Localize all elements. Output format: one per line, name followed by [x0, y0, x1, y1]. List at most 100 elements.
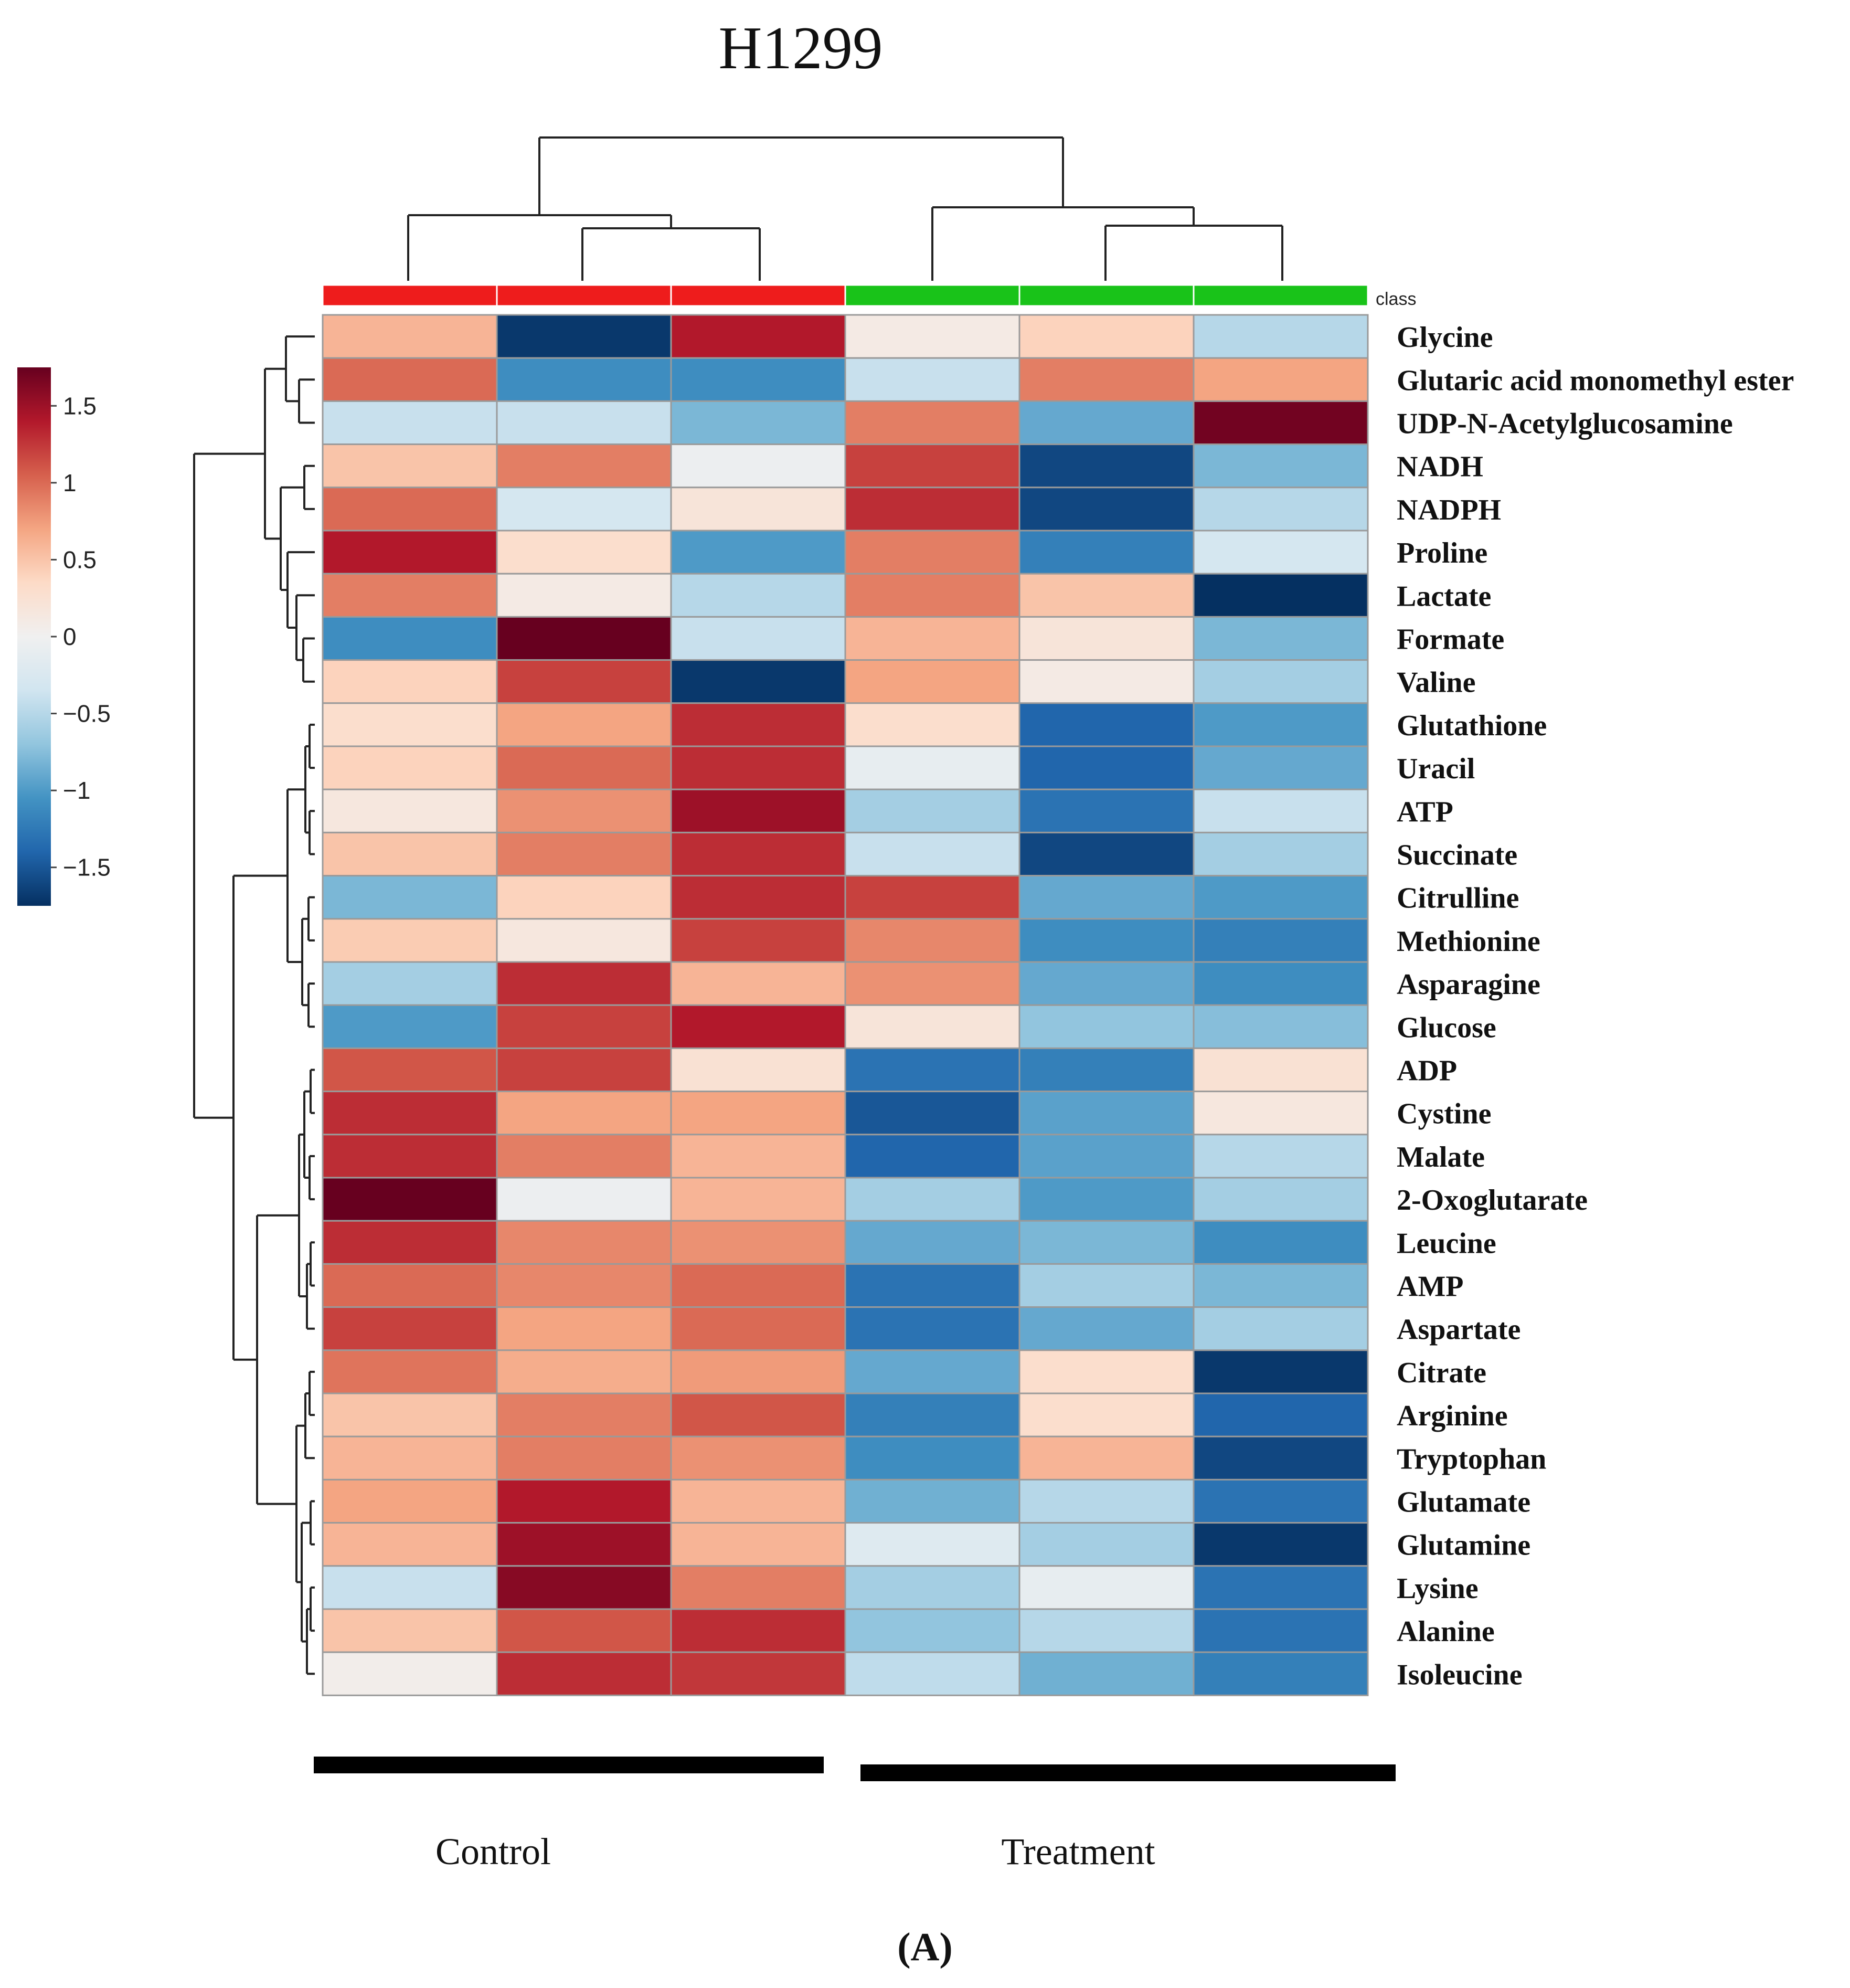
heatmap-cell — [1193, 702, 1369, 747]
heatmap-cell — [670, 702, 846, 747]
heatmap-cell — [1018, 1220, 1195, 1265]
heatmap-cell — [844, 1392, 1020, 1437]
heatmap-cell — [670, 1134, 846, 1179]
row-label: Alanine — [1397, 1615, 1495, 1648]
heatmap-cell — [322, 1522, 498, 1567]
heatmap-cell — [844, 1134, 1020, 1179]
heatmap-cell — [670, 1608, 846, 1653]
heatmap-cell — [670, 1435, 846, 1481]
class-bar-segment — [844, 284, 1020, 307]
row-label: Cystine — [1397, 1098, 1491, 1130]
heatmap-cell — [670, 1220, 846, 1265]
heatmap-cell — [322, 831, 498, 877]
heatmap-cell — [496, 573, 672, 618]
row-label: Glutaric acid monomethyl ester — [1397, 364, 1794, 397]
legend-tick-label: 0 — [63, 623, 77, 650]
heatmap-cell — [496, 918, 672, 963]
heatmap-cell — [844, 573, 1020, 618]
heatmap-cell — [496, 831, 672, 877]
row-dendrogram — [193, 335, 315, 1675]
heatmap-cell — [322, 1004, 498, 1049]
heatmap-cell — [844, 1608, 1020, 1653]
heatmap-cell — [844, 1651, 1020, 1696]
heatmap-cell — [322, 1306, 498, 1351]
heatmap-cell — [844, 961, 1020, 1006]
heatmap-cell — [1018, 573, 1195, 618]
heatmap-cell — [670, 1478, 846, 1524]
heatmap-cell — [1193, 400, 1369, 446]
heatmap-cell — [670, 616, 846, 661]
row-label: Formate — [1397, 623, 1504, 656]
heatmap-cell — [844, 443, 1020, 489]
heatmap-cell — [844, 530, 1020, 575]
heatmap-cell — [1193, 1608, 1369, 1653]
heatmap-cell — [670, 573, 846, 618]
row-label: Glycine — [1397, 321, 1493, 354]
heatmap-cell — [844, 1478, 1020, 1524]
heatmap-cell — [844, 1306, 1020, 1351]
heatmap-cell — [1193, 961, 1369, 1006]
heatmap-cell — [322, 443, 498, 489]
heatmap-cells — [322, 314, 1369, 1696]
row-label: Lactate — [1397, 580, 1491, 612]
heatmap-cell — [496, 1220, 672, 1265]
heatmap-cell — [496, 1435, 672, 1481]
class-bar-segment — [1018, 284, 1195, 307]
heatmap-cell — [1193, 1565, 1369, 1610]
heatmap-cell — [844, 918, 1020, 963]
heatmap-cell — [670, 1004, 846, 1049]
heatmap-cell — [1193, 616, 1369, 661]
legend-ticks: 1.5 1 0.5 0 −0.5 −1 −1.5 — [51, 392, 111, 881]
heatmap-cell — [1018, 1306, 1195, 1351]
heatmap-cell — [496, 961, 672, 1006]
heatmap-cell — [322, 1263, 498, 1308]
heatmap-cell — [1018, 788, 1195, 833]
heatmap-cell — [1193, 1091, 1369, 1136]
row-label: Arginine — [1397, 1400, 1508, 1432]
heatmap-cell — [322, 400, 498, 446]
heatmap-cell — [670, 659, 846, 704]
heatmap-cell — [1018, 487, 1195, 532]
row-label: Proline — [1397, 537, 1487, 569]
heatmap-cell — [844, 1047, 1020, 1093]
legend-tick-label: −1.5 — [63, 854, 111, 881]
heatmap-cell — [670, 314, 846, 359]
heatmap-cell — [496, 1134, 672, 1179]
heatmap-cell — [670, 788, 846, 833]
heatmap-cell — [1193, 357, 1369, 402]
heatmap-cell — [1193, 1306, 1369, 1351]
row-label: AMP — [1397, 1271, 1464, 1303]
class-bar-segment — [322, 284, 498, 307]
heatmap-cell — [1193, 788, 1369, 833]
row-label: Citrulline — [1397, 882, 1519, 915]
heatmap-cell — [496, 314, 672, 359]
legend-tick-label: −1 — [63, 777, 90, 804]
heatmap-cell — [844, 788, 1020, 833]
row-label: NADPH — [1397, 494, 1501, 526]
heatmap-cell — [496, 745, 672, 790]
heatmap-cell — [1193, 918, 1369, 963]
heatmap-cell — [1193, 831, 1369, 877]
heatmap-cell — [844, 745, 1020, 790]
heatmap-cell — [322, 1047, 498, 1093]
heatmap-cell — [1193, 314, 1369, 359]
heatmap-cell — [844, 487, 1020, 532]
heatmap-cell — [322, 788, 498, 833]
heatmap-cell — [496, 1651, 672, 1696]
row-label: Malate — [1397, 1141, 1485, 1173]
color-legend: 1.5 1 0.5 0 −0.5 −1 −1.5 — [17, 367, 111, 906]
heatmap-cell — [1193, 875, 1369, 920]
heatmap-cell — [1018, 1435, 1195, 1481]
heatmap-cell — [1018, 1608, 1195, 1653]
heatmap-cell — [496, 443, 672, 489]
heatmap-cell — [322, 1478, 498, 1524]
row-label: Uracil — [1397, 753, 1475, 785]
heatmap-cell — [1193, 745, 1369, 790]
column-dendrogram — [407, 136, 1283, 281]
heatmap-cell — [496, 1091, 672, 1136]
row-label: Glutamine — [1397, 1529, 1530, 1562]
heatmap-cell — [322, 530, 498, 575]
row-label: 2-Oxoglutarate — [1397, 1184, 1588, 1217]
heatmap-cell — [1018, 1392, 1195, 1437]
heatmap-cell — [1018, 530, 1195, 575]
